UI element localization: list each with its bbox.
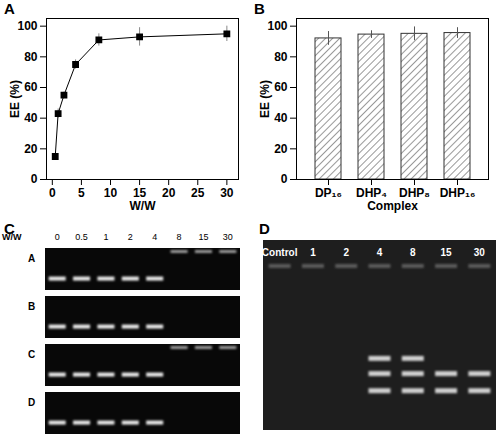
html-text:B: B	[254, 0, 265, 17]
svg-text:15: 15	[441, 247, 453, 258]
svg-text:A: A	[28, 253, 35, 264]
svg-text:2: 2	[128, 232, 133, 242]
svg-text:W/W: W/W	[130, 199, 157, 213]
svg-text:20: 20	[274, 142, 288, 156]
svg-text:15: 15	[132, 186, 147, 200]
svg-text:Control: Control	[262, 247, 298, 258]
svg-text:60: 60	[274, 80, 288, 94]
svg-text:80: 80	[24, 50, 38, 64]
svg-text:100: 100	[17, 19, 37, 33]
html-text:A: A	[4, 0, 15, 17]
svg-text:20: 20	[162, 186, 176, 200]
svg-text:C: C	[28, 349, 35, 360]
svg-text:5: 5	[78, 186, 85, 200]
svg-text:2: 2	[343, 247, 349, 258]
svg-text:DHP₈: DHP₈	[399, 186, 430, 200]
svg-text:1: 1	[103, 232, 108, 242]
svg-text:20: 20	[24, 142, 38, 156]
svg-text:40: 40	[24, 111, 38, 125]
svg-text:15: 15	[198, 232, 208, 242]
svg-text:W/W: W/W	[2, 232, 22, 242]
svg-text:8: 8	[177, 232, 182, 242]
svg-text:60: 60	[24, 80, 38, 94]
svg-text:B: B	[28, 301, 35, 312]
svg-text:100: 100	[267, 19, 287, 33]
svg-text:4: 4	[152, 232, 157, 242]
svg-text:0.5: 0.5	[75, 232, 88, 242]
svg-text:D: D	[28, 397, 35, 408]
svg-text:10: 10	[104, 186, 118, 200]
svg-text:25: 25	[191, 186, 205, 200]
svg-text:40: 40	[274, 111, 288, 125]
svg-text:30: 30	[220, 186, 234, 200]
svg-text:0: 0	[31, 172, 38, 186]
html-text:C: C	[4, 220, 15, 237]
svg-text:DHP₁₆: DHP₁₆	[440, 186, 476, 200]
svg-text:30: 30	[474, 247, 486, 258]
svg-text:80: 80	[274, 50, 288, 64]
svg-text:8: 8	[410, 247, 416, 258]
svg-text:0: 0	[55, 232, 60, 242]
svg-text:EE (%): EE (%)	[8, 80, 22, 118]
svg-text:4: 4	[377, 247, 383, 258]
svg-text:DHP₄: DHP₄	[356, 186, 387, 200]
svg-text:Complex: Complex	[367, 199, 418, 213]
svg-text:30: 30	[223, 232, 233, 242]
svg-text:1: 1	[310, 247, 316, 258]
svg-text:DP₁₆: DP₁₆	[315, 186, 342, 200]
svg-text:0: 0	[49, 186, 56, 200]
svg-text:EE (%): EE (%)	[258, 80, 272, 118]
html-text:D: D	[259, 220, 270, 237]
svg-text:0: 0	[281, 172, 288, 186]
